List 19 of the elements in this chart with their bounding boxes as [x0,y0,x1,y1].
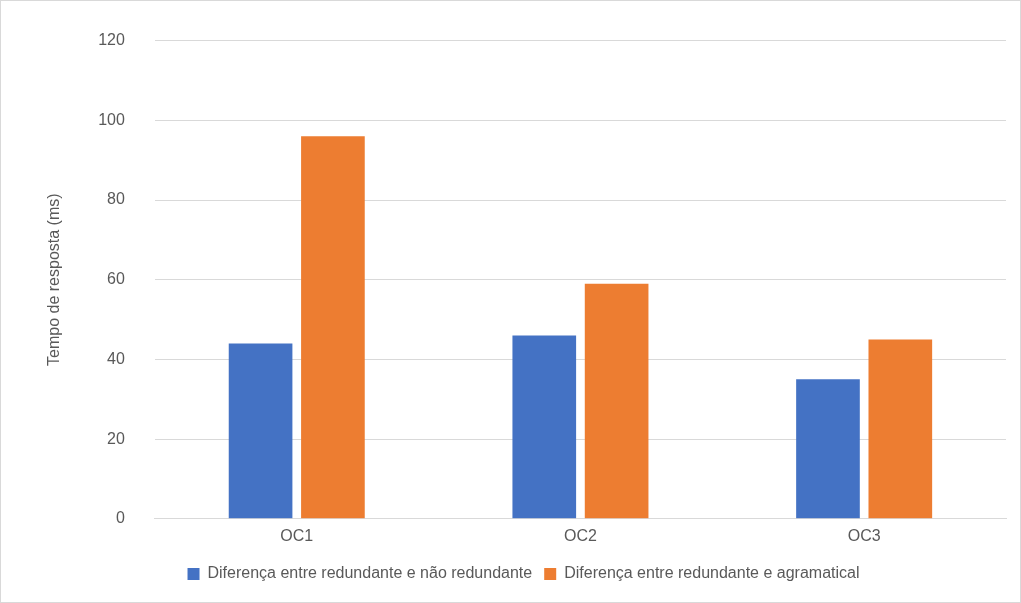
y-tick-label: 100 [98,110,125,128]
x-tick-label: OC2 [563,526,597,544]
legend-label: Diferença entre redundante e não redundante [207,564,533,582]
y-tick-label: 20 [107,429,125,447]
bar [796,379,860,519]
bar [584,283,649,519]
y-tick-label: 40 [107,349,125,367]
x-tick-label: OC3 [847,526,881,544]
legend-label: Diferença entre redundante e agramatical [564,564,860,582]
y-tick-label: 80 [107,190,125,208]
bar [512,335,577,519]
y-tick-label: 0 [115,509,125,527]
bar [228,343,293,519]
y-axis-title: Tempo de resposta (ms) [45,193,63,366]
y-tick-label: 120 [98,31,125,49]
bar [301,136,365,519]
bar [868,339,933,519]
x-tick-label: OC1 [280,526,314,544]
y-tick-label: 60 [107,270,125,288]
